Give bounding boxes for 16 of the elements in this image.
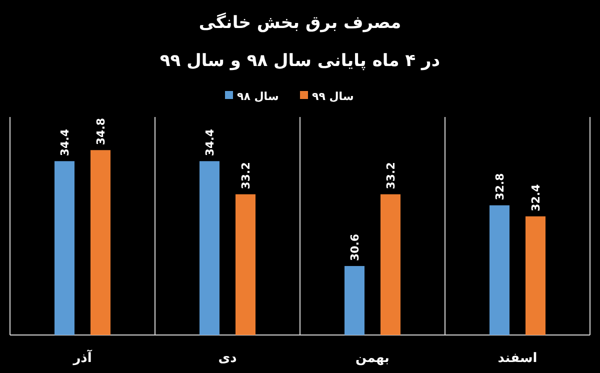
x-tick-label: دی	[218, 351, 238, 366]
chart-subtitle: در ۴ ماه پایانی سال ۹۸ و سال ۹۹	[160, 51, 440, 71]
x-tick-label: بهمن	[356, 351, 390, 366]
legend-label: سال ۹۸	[237, 90, 279, 103]
x-tick-label: اسفند	[498, 351, 538, 366]
data-label: 34.4	[58, 128, 72, 156]
data-label: 32.4	[530, 184, 542, 212]
data-label: 33.2	[384, 162, 398, 190]
data-label: 34.4	[204, 128, 216, 156]
data-label: 34.8	[94, 118, 108, 146]
data-label: 33.2	[240, 162, 252, 190]
chart-title: مصرف برق بخش خانگی	[198, 12, 402, 33]
data-label: 32.8	[494, 173, 506, 200]
legend-label: سال ۹۹	[312, 90, 354, 103]
data-label: 30.6	[348, 234, 362, 262]
x-tick-label: آذر	[72, 349, 92, 366]
